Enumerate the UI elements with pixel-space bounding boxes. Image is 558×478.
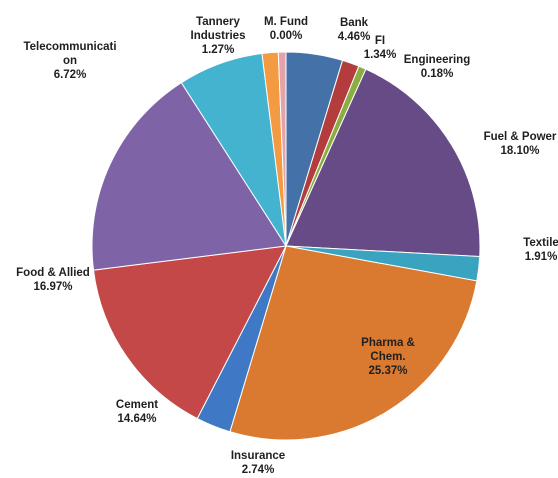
pie-label-telecommunication: Telecommunicati on 6.72% — [23, 41, 116, 81]
pie-label-pharma-chem: Pharma & Chem. 25.37% — [361, 337, 415, 377]
pie-slice-pharma-chem — [229, 245, 478, 441]
pie-label-engineering: Engineering 0.18% — [404, 54, 470, 80]
pie-label-food-allied: Food & Allied 16.97% — [16, 267, 90, 293]
pie-label-tannery-industries: Tannery Industries 1.27% — [191, 16, 246, 56]
pie-label-cement: Cement 14.64% — [116, 399, 158, 425]
pie-slice-cement — [92, 245, 287, 420]
pie-label-m-fund: M. Fund 0.00% — [264, 16, 308, 42]
pie-slice-food-allied — [91, 81, 287, 271]
pie-slice-fuel-power — [285, 68, 481, 258]
pie-label-fi: FI 1.34% — [364, 35, 397, 61]
pie-slices — [91, 51, 481, 441]
pie-label-bank: Bank 4.46% — [338, 17, 371, 43]
pie-labels: Bank 4.46% FI 1.34% Engineering 0.18% Fuel & P… — [16, 16, 558, 476]
pie-label-fuel-power: Fuel & Power 18.10% — [484, 131, 557, 157]
pie-slice-m-fund — [277, 51, 287, 247]
pie-label-insurance: Insurance 2.74% — [231, 450, 285, 476]
pie-label-textile: Textile 1.91% — [523, 237, 558, 263]
